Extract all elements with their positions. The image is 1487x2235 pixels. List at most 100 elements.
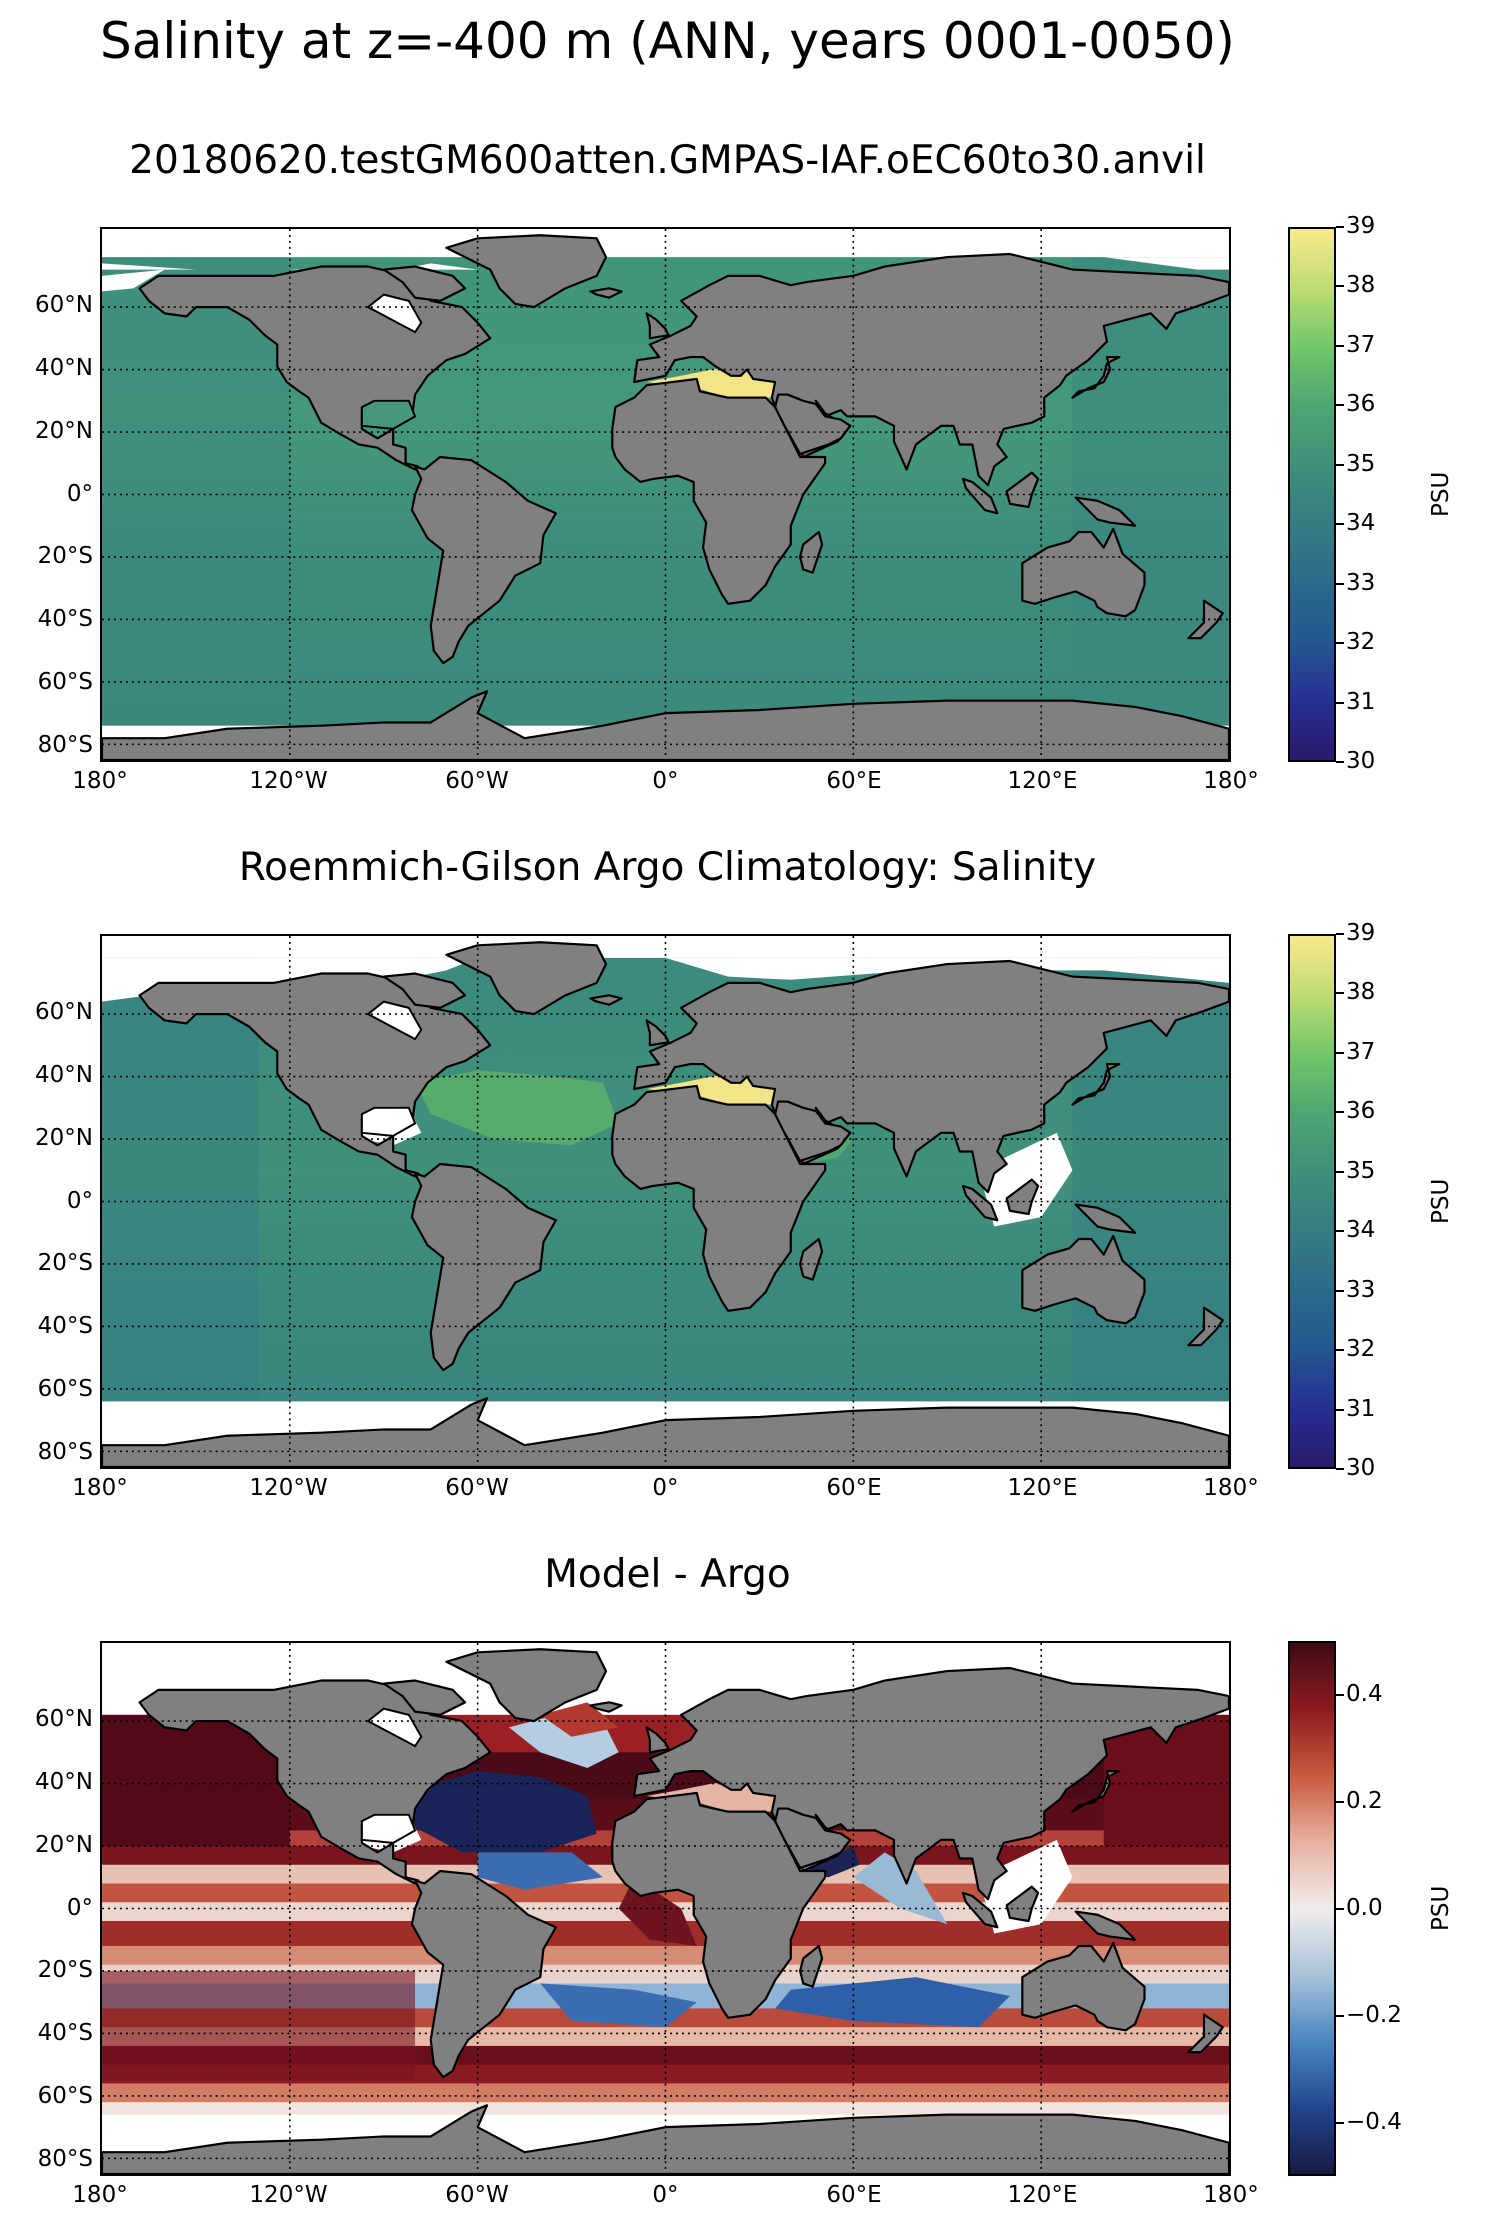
- land-japan: [1071, 355, 1121, 399]
- lat-tick-label: 60°S: [37, 669, 93, 696]
- colorbar-tick-mark: [1336, 1408, 1344, 1411]
- colorbar-tick-label: 33: [1346, 569, 1376, 596]
- colorbar-tick-label: 35: [1346, 450, 1376, 477]
- lon-tick-label: 120°E: [1007, 768, 1078, 794]
- land-iceland: [589, 1701, 623, 1713]
- land-australia: [1021, 1234, 1146, 1325]
- colorbar-tick-label: 34: [1346, 1217, 1376, 1244]
- colorbar-tick-label: 0.2: [1346, 1787, 1383, 1814]
- land-borneo: [1005, 471, 1040, 509]
- colorbar-label: PSU: [1428, 1885, 1454, 1931]
- colorbar-model: [1288, 227, 1336, 762]
- map-canvas: [102, 936, 1229, 1467]
- colorbar-tick-label: 37: [1346, 331, 1376, 358]
- graticule: [102, 936, 1229, 1467]
- colorbar-tick-mark: [1336, 1170, 1344, 1173]
- land-layer: [102, 1648, 1229, 2174]
- colorbar-tick-label: 33: [1346, 1276, 1376, 1303]
- mediterranean-high: [646, 1073, 779, 1105]
- lat-tick-label: 0°: [66, 1894, 93, 1921]
- land-borneo: [1005, 1178, 1040, 1216]
- panel-title-obs: Roemmich-Gilson Argo Climatology: Salini…: [238, 845, 1097, 890]
- land-japan: [1071, 1062, 1121, 1106]
- land-arabia: [774, 1807, 852, 1869]
- land-sumatra: [961, 477, 999, 515]
- colorbar-tick-mark: [1336, 523, 1344, 526]
- lon-tick-label: 60°E: [826, 1475, 882, 1501]
- colorbar-tick-label: 31: [1346, 1395, 1376, 1422]
- colorbar-tick-mark: [1336, 1907, 1344, 1910]
- lat-tick-label: 40°S: [37, 606, 93, 633]
- land-iceland: [589, 287, 623, 299]
- lon-tick-label: 180°: [1203, 2182, 1259, 2208]
- lon-tick-label: 0°: [652, 2182, 679, 2208]
- land-baffin: [382, 972, 467, 1009]
- colorbar-tick-mark: [1336, 226, 1344, 228]
- colorbar-tick-mark: [1336, 404, 1344, 407]
- colorbar-tick-mark: [1336, 2014, 1344, 2017]
- land-japan: [1071, 1769, 1121, 1813]
- lon-tick-label: 180°: [72, 2182, 128, 2208]
- lat-tick-label: 60°S: [37, 2083, 93, 2110]
- land-baffin: [382, 1679, 467, 1716]
- land-uk: [645, 312, 670, 340]
- colorbar-tick-mark: [1336, 1800, 1344, 1803]
- colorbar-tick-label: 39: [1346, 920, 1376, 946]
- colorbar-tick-label: 36: [1346, 391, 1376, 418]
- map-model: [100, 227, 1231, 762]
- lon-tick-label: 180°: [72, 1475, 128, 1501]
- mediterranean-high: [646, 366, 779, 398]
- lon-tick-label: 60°E: [826, 2182, 882, 2208]
- graticule: [102, 229, 1229, 760]
- land-newGuinea: [1074, 1910, 1137, 1941]
- colorbar-tick-mark: [1336, 1289, 1344, 1292]
- lon-tick-label: 120°W: [249, 2182, 328, 2208]
- map-obs: [100, 934, 1231, 1469]
- lat-tick-label: 80°S: [37, 2146, 93, 2173]
- lat-tick-label: 20°N: [35, 1124, 93, 1151]
- lat-tick-label: 60°N: [35, 1705, 93, 1732]
- colorbar-tick-mark: [1336, 933, 1344, 935]
- colorbar-tick-mark: [1336, 1468, 1344, 1470]
- land-africa: [611, 1084, 827, 1312]
- lat-tick-label: 60°N: [35, 998, 93, 1025]
- lon-tick-label: 60°E: [826, 768, 882, 794]
- indian-fresh-bias: [775, 1977, 1010, 2028]
- land-southAmerica: [410, 1869, 557, 2079]
- lat-tick-label: 80°S: [37, 1439, 93, 1466]
- lat-tick-label: 20°S: [37, 1250, 93, 1277]
- colorbar-tick-mark: [1336, 463, 1344, 466]
- map-canvas: [102, 229, 1229, 760]
- land-sumatra: [961, 1184, 999, 1222]
- land-arabia: [774, 393, 852, 455]
- land-madagascar: [799, 530, 824, 574]
- colorbar-tick-mark: [1336, 642, 1344, 645]
- colorbar-tick-label: 32: [1346, 1336, 1376, 1363]
- lon-tick-label: 120°W: [249, 768, 328, 794]
- lat-tick-label: 60°S: [37, 1376, 93, 1403]
- colorbar-tick-label: 30: [1346, 1455, 1376, 1481]
- land-madagascar: [799, 1237, 824, 1281]
- lon-tick-label: 0°: [652, 768, 679, 794]
- lat-tick-label: 0°: [66, 480, 93, 507]
- colorbar-tick-mark: [1336, 1230, 1344, 1233]
- lat-tick-label: 20°N: [35, 417, 93, 444]
- colorbar-tick-mark: [1336, 701, 1344, 704]
- land-madagascar: [799, 1944, 824, 1988]
- land-iceland: [589, 994, 623, 1006]
- lat-tick-label: 40°S: [37, 1313, 93, 1340]
- map-bias: [100, 1641, 1231, 2176]
- colorbar-tick-mark: [1336, 992, 1344, 995]
- lat-tick-label: 40°N: [35, 1061, 93, 1088]
- colorbar-tick-label: 38: [1346, 979, 1376, 1006]
- lat-tick-label: 20°S: [37, 1957, 93, 1984]
- colorbar-tick-label: 38: [1346, 272, 1376, 299]
- colorbar-tick-mark: [1336, 1111, 1344, 1114]
- colorbar-tick-mark: [1336, 344, 1344, 347]
- colorbar-label: PSU: [1428, 471, 1454, 517]
- colorbar-tick-mark: [1336, 1051, 1344, 1054]
- land-africa: [611, 1791, 827, 2019]
- land-uk: [645, 1019, 670, 1047]
- lon-tick-label: 0°: [652, 1475, 679, 1501]
- lon-tick-label: 60°W: [445, 2182, 509, 2208]
